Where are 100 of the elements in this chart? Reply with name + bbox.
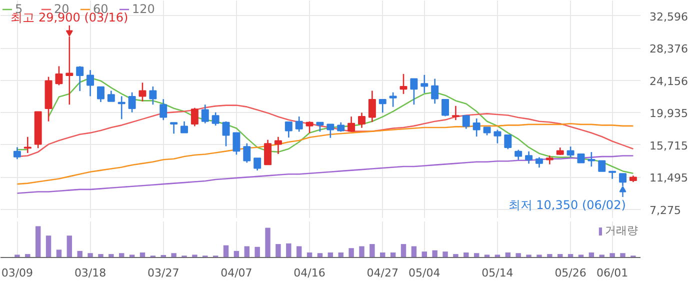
candlestick (358, 112, 366, 128)
bar (35, 226, 41, 258)
y-tick-label: 11,495 (650, 172, 688, 185)
candlestick (212, 112, 220, 126)
candlestick (13, 146, 21, 160)
bar (536, 254, 542, 258)
bar (171, 253, 176, 258)
y-tick-label: 19,935 (650, 107, 688, 120)
candlestick (368, 90, 376, 123)
candlestick (494, 129, 502, 144)
x-tick-label: 04/16 (294, 266, 326, 280)
candlestick (588, 151, 596, 168)
candlestick (86, 69, 94, 97)
candlestick (452, 105, 460, 121)
bar (370, 244, 375, 258)
bar (359, 246, 364, 258)
bar (348, 248, 354, 258)
bar (432, 250, 438, 258)
candlestick (420, 74, 428, 94)
bar (400, 244, 406, 258)
candlestick (326, 124, 334, 139)
y-tick-label: 28,376 (650, 42, 688, 56)
bar (25, 254, 30, 258)
bar (77, 250, 82, 258)
x-tick-label: 04/07 (220, 266, 252, 280)
bar (610, 253, 615, 258)
candlestick (107, 90, 115, 102)
bar (411, 246, 417, 258)
candlestick (306, 120, 314, 134)
candlestick (525, 150, 533, 164)
bar (66, 236, 72, 258)
legend-label: 거래량 (605, 223, 638, 238)
y-tick-label: 32,596 (650, 10, 688, 24)
candlestick (232, 132, 240, 156)
bar (286, 243, 292, 258)
x-tick-label: 05/04 (408, 266, 440, 280)
y-tick-label: 24,156 (650, 74, 688, 88)
candlestick (378, 98, 386, 114)
bar (442, 252, 448, 258)
bar (88, 253, 93, 258)
candlestick (170, 122, 178, 134)
bar (620, 253, 626, 258)
candlestick (190, 107, 198, 127)
candlestick (96, 86, 104, 103)
line-series (16, 155, 634, 194)
candlestick (598, 160, 606, 172)
bar (547, 254, 552, 258)
bar (56, 250, 62, 258)
candlestick (222, 120, 230, 147)
candlestick (295, 116, 303, 132)
bar (276, 244, 281, 258)
candlestick (462, 114, 470, 130)
x-tick-label: 03/27 (148, 266, 180, 280)
candlestick (254, 158, 262, 172)
bar (453, 254, 458, 258)
candlestick (442, 98, 449, 117)
x-tick-label: 03/09 (1, 266, 34, 280)
y-tick-label: 15,715 (650, 139, 688, 152)
bar (192, 254, 198, 258)
candlestick (608, 170, 616, 180)
x-tick-label: 06/01 (596, 266, 628, 280)
candlestick (535, 156, 543, 168)
candlestick (504, 134, 512, 150)
candlestick (348, 116, 356, 132)
candlestick (566, 146, 574, 158)
x-tick-label: 05/26 (554, 266, 586, 280)
bar (98, 254, 104, 258)
bar (296, 246, 302, 258)
candlestick (472, 118, 480, 138)
candlestick (274, 136, 282, 155)
bar (464, 252, 469, 258)
candlestick (316, 122, 324, 132)
candlestick (149, 86, 157, 106)
candlestick (24, 136, 32, 154)
candlestick (400, 73, 408, 95)
bar (254, 246, 260, 258)
candlestick (201, 104, 209, 124)
candlestick (76, 66, 84, 92)
candlestick (55, 66, 63, 86)
candlestick (138, 82, 146, 102)
annotation: 최저 10,350 (06/02) (508, 198, 626, 212)
bar (244, 246, 250, 258)
bar (338, 252, 344, 258)
y-tick-label: 7,275 (650, 204, 681, 218)
bar (108, 254, 114, 258)
bar (265, 228, 270, 258)
bar (223, 245, 229, 258)
candlestick (410, 78, 418, 106)
candlestick (128, 92, 136, 114)
candlestick (284, 121, 292, 138)
candlestick (180, 120, 188, 134)
bar (526, 254, 532, 258)
candlestick (264, 139, 272, 166)
x-tick-label: 03/18 (74, 266, 106, 280)
x-tick-label: 05/14 (482, 266, 514, 280)
bar (14, 254, 20, 258)
candlestick (514, 149, 522, 160)
candlestick (389, 92, 397, 108)
bar (516, 253, 521, 258)
bar (46, 236, 52, 258)
